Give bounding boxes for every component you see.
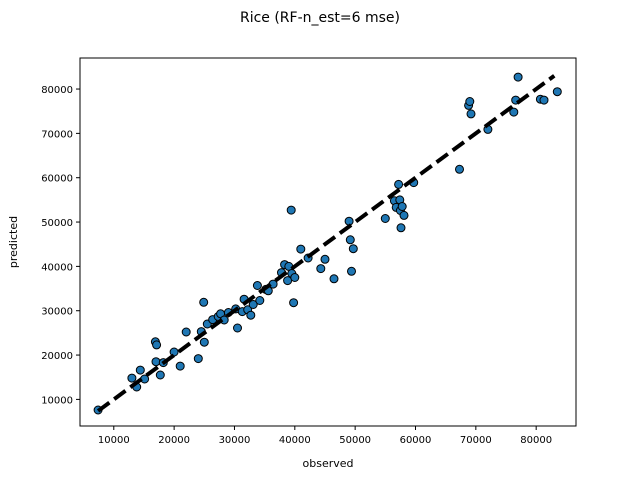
data-point xyxy=(289,298,299,308)
x-tick-label: 40000 xyxy=(279,435,311,446)
data-point xyxy=(465,97,475,106)
data-point xyxy=(181,327,191,337)
x-tick-label: 20000 xyxy=(158,435,190,446)
chart-title: Rice (RF-n_est=6 mse) xyxy=(240,10,400,26)
data-point xyxy=(151,357,161,367)
y-tick-label: 50000 xyxy=(41,218,73,229)
data-point xyxy=(394,179,404,189)
data-point xyxy=(193,354,203,364)
data-point xyxy=(345,235,355,245)
data-point xyxy=(290,273,300,282)
y-tick-label: 70000 xyxy=(41,129,73,140)
data-point xyxy=(347,266,356,276)
x-tick-label: 10000 xyxy=(98,435,130,446)
data-point xyxy=(286,205,296,215)
data-point xyxy=(135,365,145,375)
reference-line xyxy=(96,74,556,413)
data-point xyxy=(552,87,562,97)
data-point xyxy=(329,274,339,284)
y-axis: 10000 20000 30000 40000 50000 60000 70000 80000 xyxy=(41,85,80,406)
data-point xyxy=(455,164,464,174)
x-tick-label: 50000 xyxy=(339,435,371,446)
x-tick-label: 60000 xyxy=(400,435,432,446)
data-point xyxy=(513,72,523,82)
x-axis-label: observed xyxy=(303,457,354,470)
y-tick-label: 10000 xyxy=(41,395,73,406)
data-point xyxy=(399,210,409,220)
data-point xyxy=(320,254,330,264)
y-tick-label: 60000 xyxy=(41,174,73,185)
y-tick-label: 20000 xyxy=(41,351,73,362)
data-point xyxy=(252,281,262,290)
reference-line-layer xyxy=(96,74,556,413)
data-point xyxy=(539,95,549,105)
data-point xyxy=(380,214,390,223)
data-point xyxy=(248,300,258,309)
data-point xyxy=(127,373,137,383)
y-tick-label: 30000 xyxy=(41,307,73,318)
y-tick-label: 80000 xyxy=(41,85,73,96)
data-point xyxy=(233,323,242,333)
data-point xyxy=(199,337,209,347)
data-point xyxy=(152,340,162,350)
data-point xyxy=(175,361,185,371)
y-tick-label: 40000 xyxy=(41,262,73,273)
data-point xyxy=(509,107,519,117)
data-point xyxy=(466,109,476,119)
x-tick-label: 80000 xyxy=(520,435,552,446)
data-point xyxy=(296,244,306,254)
x-tick-label: 70000 xyxy=(460,435,492,446)
data-point xyxy=(396,223,406,233)
data-point xyxy=(344,216,354,226)
x-tick-label: 30000 xyxy=(219,435,251,446)
data-point xyxy=(316,264,326,274)
data-point xyxy=(246,310,256,320)
data-point xyxy=(397,202,407,211)
data-point xyxy=(199,297,209,307)
data-point xyxy=(155,370,165,380)
x-axis: 10000 20000 30000 40000 50000 60000 70000 80000 xyxy=(98,426,552,446)
data-point xyxy=(348,244,358,254)
y-axis-label: predicted xyxy=(7,216,20,268)
data-point xyxy=(255,296,265,305)
